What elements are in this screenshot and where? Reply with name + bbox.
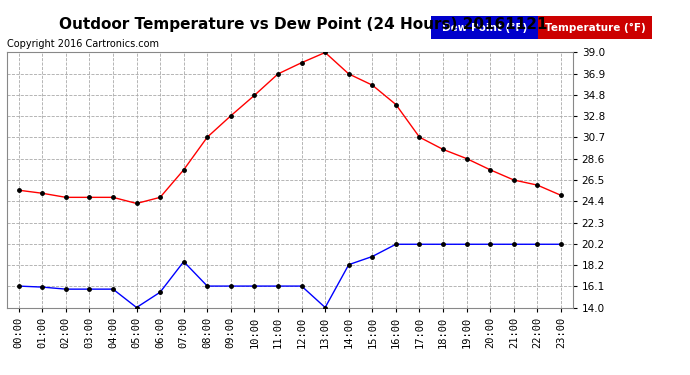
Bar — [538, 16, 652, 39]
Text: Dew Point (°F): Dew Point (°F) — [442, 23, 527, 33]
Text: Temperature (°F): Temperature (°F) — [544, 23, 646, 33]
Text: Outdoor Temperature vs Dew Point (24 Hours) 20161121: Outdoor Temperature vs Dew Point (24 Hou… — [59, 17, 548, 32]
Bar — [431, 16, 538, 39]
Text: Copyright 2016 Cartronics.com: Copyright 2016 Cartronics.com — [7, 39, 159, 50]
